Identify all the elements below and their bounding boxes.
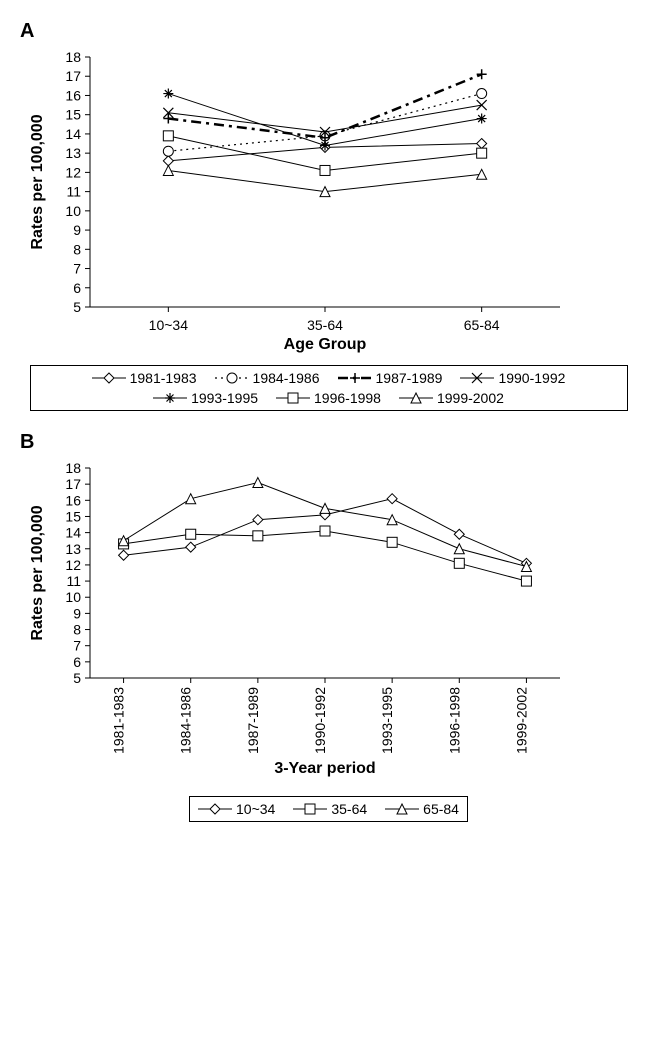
- svg-text:Rates per 100,000: Rates per 100,000: [29, 505, 46, 640]
- svg-text:5: 5: [73, 670, 81, 686]
- svg-text:5: 5: [73, 299, 81, 315]
- svg-text:12: 12: [65, 557, 81, 573]
- svg-text:65-84: 65-84: [464, 317, 500, 333]
- legend-label: 65-84: [423, 801, 459, 817]
- svg-text:8: 8: [73, 241, 81, 257]
- legend-label: 10~34: [236, 801, 275, 817]
- panel-b: B 56789101112131415161718 1981-1983 1984-1…: [20, 431, 637, 822]
- svg-text:15: 15: [65, 508, 81, 524]
- chart-a-legend: 1981-1983 1984-1986 1987-1989 1990-1992 1993…: [30, 365, 628, 411]
- svg-text:7: 7: [73, 638, 81, 654]
- svg-text:9: 9: [73, 605, 81, 621]
- svg-text:13: 13: [65, 541, 81, 557]
- legend-label: 1990-1992: [498, 370, 565, 386]
- legend-label: 1993-1995: [191, 390, 258, 406]
- legend-item: 1981-1983: [92, 370, 197, 386]
- svg-text:1981-1983: 1981-1983: [111, 687, 127, 754]
- svg-text:Age Group: Age Group: [284, 336, 367, 353]
- legend-item: 1987-1989: [338, 370, 443, 386]
- svg-text:1984-1986: 1984-1986: [178, 687, 194, 754]
- chart-a-svg: 5 6 7 8 9 10 11 12 13 14 15 16 17 18 10~34 35-64 65-84 Ra…: [20, 47, 580, 357]
- legend-item: 35-64: [293, 801, 367, 817]
- svg-text:16: 16: [65, 492, 81, 508]
- chart-b-svg: 56789101112131415161718 1981-1983 1984-198…: [20, 458, 580, 788]
- svg-text:35-64: 35-64: [307, 317, 343, 333]
- svg-text:8: 8: [73, 622, 81, 638]
- panel-a: A 5 6 7 8 9 10 11 12 13 14 15 16 17 18 10~34 35-64 65-84…: [20, 20, 637, 411]
- legend-label: 1999-2002: [437, 390, 504, 406]
- legend-item: 1984-1986: [215, 370, 320, 386]
- svg-text:6: 6: [73, 280, 81, 296]
- svg-text:1999-2002: 1999-2002: [513, 687, 529, 754]
- svg-text:11: 11: [66, 184, 81, 200]
- legend-item: 1996-1998: [276, 390, 381, 406]
- legend-label: 1996-1998: [314, 390, 381, 406]
- legend-label: 35-64: [331, 801, 367, 817]
- legend-item: 1990-1992: [460, 370, 565, 386]
- svg-text:1987-1989: 1987-1989: [245, 687, 261, 754]
- legend-item: 65-84: [385, 801, 459, 817]
- svg-text:10: 10: [65, 589, 81, 605]
- svg-text:18: 18: [65, 460, 81, 476]
- svg-text:17: 17: [65, 476, 81, 492]
- svg-text:3-Year period: 3-Year period: [274, 760, 375, 777]
- panel-a-label: A: [20, 20, 637, 43]
- svg-text:14: 14: [65, 126, 81, 142]
- svg-text:16: 16: [65, 87, 81, 103]
- svg-text:7: 7: [73, 261, 81, 277]
- svg-text:11: 11: [66, 573, 81, 589]
- svg-text:13: 13: [65, 145, 81, 161]
- svg-text:1990-1992: 1990-1992: [312, 687, 328, 754]
- legend-label: 1984-1986: [253, 370, 320, 386]
- legend-label: 1987-1989: [376, 370, 443, 386]
- panel-b-label: B: [20, 431, 637, 454]
- svg-text:1993-1995: 1993-1995: [379, 687, 395, 754]
- svg-text:10: 10: [65, 203, 81, 219]
- svg-text:14: 14: [65, 525, 81, 541]
- svg-text:Rates per 100,000: Rates per 100,000: [29, 114, 46, 249]
- legend-label: 1981-1983: [130, 370, 197, 386]
- svg-text:17: 17: [65, 68, 81, 84]
- svg-text:12: 12: [65, 164, 81, 180]
- legend-item: 10~34: [198, 801, 275, 817]
- legend-item: 1993-1995: [153, 390, 258, 406]
- svg-text:15: 15: [65, 107, 81, 123]
- svg-text:18: 18: [65, 49, 81, 65]
- legend-item: 1999-2002: [399, 390, 504, 406]
- svg-text:9: 9: [73, 222, 81, 238]
- svg-text:10~34: 10~34: [149, 317, 189, 333]
- chart-b-legend: 10~34 35-64 65-84: [189, 796, 468, 822]
- svg-text:1996-1998: 1996-1998: [446, 687, 462, 754]
- svg-text:6: 6: [73, 654, 81, 670]
